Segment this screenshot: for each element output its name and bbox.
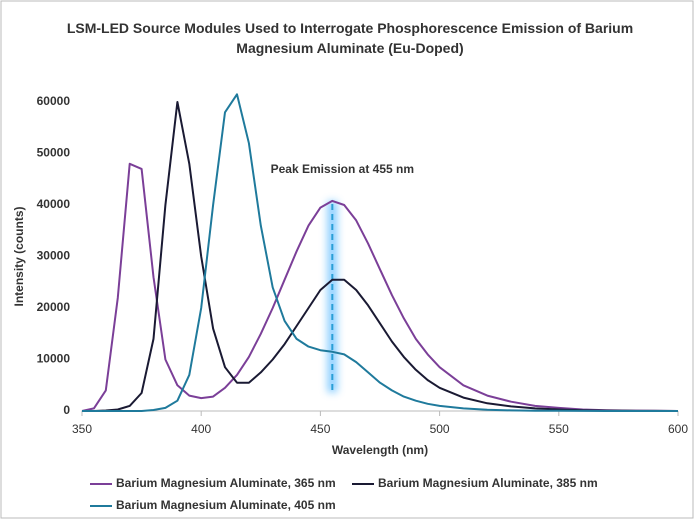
series-line	[82, 101, 679, 412]
series-line	[82, 93, 678, 412]
y-tick-label: 40000	[37, 197, 71, 211]
x-tick-label: 500	[430, 422, 450, 436]
legend-label: Barium Magnesium Aluminate, 365 nm	[116, 476, 336, 490]
x-tick-label: 550	[549, 422, 569, 436]
x-tick-label: 400	[191, 422, 211, 436]
legend-label: Barium Magnesium Aluminate, 385 nm	[378, 476, 598, 490]
x-tick-label: 350	[72, 422, 92, 436]
y-tick-label: 60000	[37, 94, 71, 108]
x-tick-label: 600	[668, 422, 688, 436]
y-tick-label: 0	[63, 403, 70, 417]
y-tick-label: 50000	[37, 146, 71, 160]
series-line	[81, 162, 679, 412]
legend-label: Barium Magnesium Aluminate, 405 nm	[116, 498, 336, 512]
x-axis-label: Wavelength (nm)	[332, 443, 428, 457]
chart-title: LSM-LED Source Modules Used to Interroga…	[66, 20, 634, 56]
x-tick-label: 450	[310, 422, 330, 436]
y-tick-label: 10000	[37, 352, 71, 366]
y-tick-label: 30000	[37, 249, 71, 263]
annotation-text: Peak Emission at 455 nm	[271, 162, 414, 176]
y-axis-label: Intensity (counts)	[12, 206, 26, 306]
y-tick-label: 20000	[37, 300, 71, 314]
